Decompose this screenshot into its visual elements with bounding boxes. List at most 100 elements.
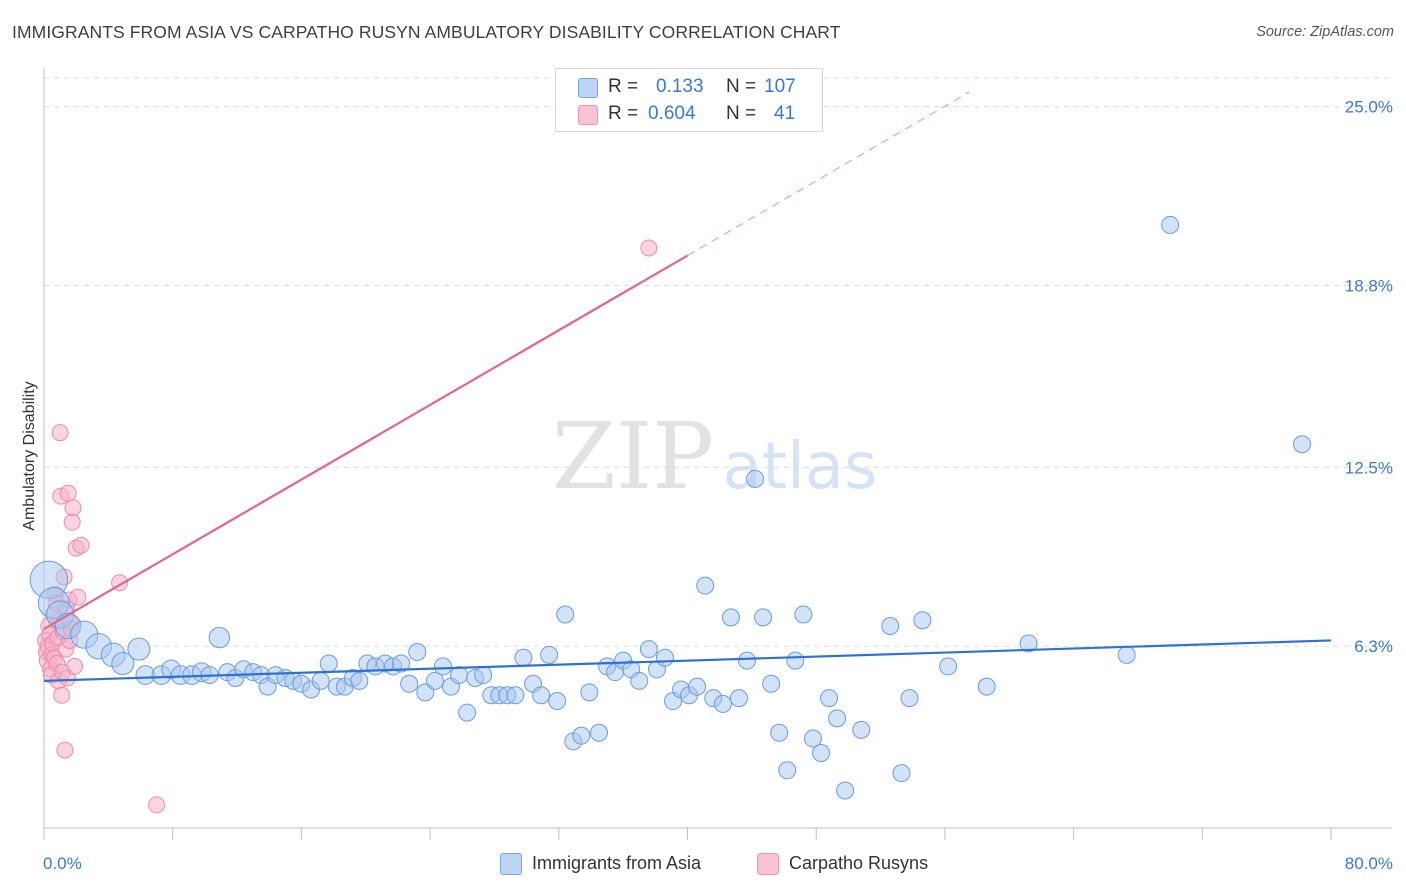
- rusyn-point: [64, 499, 82, 517]
- asia-point: [1293, 435, 1312, 454]
- legend-rusyn-r-value: 0.604: [648, 103, 696, 124]
- asia-point: [548, 692, 567, 711]
- rusyn-point: [56, 741, 74, 759]
- asia-point: [881, 617, 900, 636]
- source-credit: Source: ZipAtlas.com: [1256, 24, 1394, 40]
- rusyn-point: [53, 686, 71, 704]
- rusyn-point: [640, 239, 658, 257]
- asia-point: [532, 686, 551, 705]
- chart-title: IMMIGRANTS FROM ASIA VS CARPATHO RUSYN A…: [12, 22, 841, 42]
- asia-point: [433, 657, 452, 676]
- asia-point: [900, 689, 919, 708]
- asia-point: [762, 674, 781, 693]
- asia-point: [786, 651, 805, 670]
- asia-point: [1019, 634, 1038, 653]
- asia-point: [1161, 215, 1180, 234]
- watermark-zip: ZIP: [552, 403, 714, 510]
- asia-point: [556, 605, 575, 624]
- rusyn-point: [59, 484, 77, 502]
- asia-point: [721, 608, 740, 627]
- legend-asia-n-label: N =: [726, 76, 757, 97]
- tick-labels: 6.3% 12.5% 18.8% 25.0% 0.0% 80.0%: [43, 98, 1393, 873]
- asia-point: [803, 729, 822, 748]
- asia-point: [514, 648, 533, 667]
- x-tick-label-max: 80.0%: [1345, 854, 1393, 873]
- asia-point: [425, 671, 444, 690]
- bottom-asia-swatch: [500, 853, 522, 875]
- legend-rusyn-r-label: R =: [608, 103, 639, 124]
- y-tick-label: 12.5%: [1345, 458, 1393, 477]
- asia-point: [311, 671, 330, 690]
- grid-lines: [44, 77, 1392, 647]
- rusyn-trend-extension: [687, 91, 970, 257]
- rusyn-point: [51, 424, 69, 442]
- asia-point: [778, 761, 797, 780]
- asia-point: [696, 576, 715, 595]
- rusyn-point: [72, 536, 90, 554]
- asia-point: [639, 640, 658, 659]
- rusyn-point: [63, 513, 81, 531]
- asia-swatch: [578, 78, 598, 98]
- asia-point: [977, 677, 996, 696]
- asia-point: [458, 703, 477, 722]
- y-tick-label: 6.3%: [1354, 637, 1393, 656]
- asia-point: [794, 605, 813, 624]
- bottom-rusyn-label: Carpatho Rusyns: [789, 853, 929, 873]
- asia-point: [746, 469, 765, 488]
- asia-point: [852, 720, 871, 739]
- asia-point: [729, 689, 748, 708]
- asia-point: [738, 651, 757, 670]
- rusyn-point: [148, 796, 166, 814]
- rusyn-swatch: [578, 105, 598, 125]
- asia-point: [590, 723, 609, 742]
- asia-point: [111, 651, 135, 676]
- asia-point: [350, 671, 369, 690]
- asia-point: [770, 723, 789, 742]
- asia-point: [812, 743, 831, 762]
- asia-point: [319, 654, 338, 673]
- rusyn-point: [69, 588, 87, 606]
- legend-rusyn-n-value: 41: [774, 103, 796, 124]
- asia-point: [630, 671, 649, 690]
- asia-points: [29, 215, 1312, 800]
- asia-point: [400, 674, 419, 693]
- axes: [43, 68, 1392, 840]
- stats-legend: R = 0.133 N = 107 R = 0.604 N = 41: [555, 68, 823, 132]
- asia-point: [688, 677, 707, 696]
- rusyn-trend-line: [43, 254, 689, 630]
- asia-trend-line: [43, 639, 1332, 682]
- trend-lines: [43, 91, 1332, 682]
- rusyn-point: [66, 657, 84, 675]
- asia-point: [416, 683, 435, 702]
- asia-point: [828, 709, 847, 728]
- asia-point: [892, 764, 911, 783]
- asia-point: [127, 637, 151, 661]
- bottom-asia-label: Immigrants from Asia: [532, 853, 702, 873]
- asia-point: [408, 642, 427, 661]
- legend-asia-r-label: R =: [608, 76, 639, 97]
- asia-point: [572, 726, 591, 745]
- asia-point: [540, 645, 559, 664]
- legend-rusyn-n-label: N =: [726, 103, 757, 124]
- asia-point: [655, 648, 674, 667]
- asia-point: [754, 608, 773, 627]
- y-tick-label: 18.8%: [1345, 277, 1393, 296]
- legend-asia-r-value: 0.133: [656, 76, 704, 97]
- asia-point: [208, 626, 231, 649]
- watermark: ZIP atlas: [552, 403, 877, 510]
- asia-point: [392, 654, 411, 673]
- asia-point: [713, 694, 732, 713]
- asia-point: [580, 683, 599, 702]
- asia-point: [913, 611, 932, 630]
- asia-point: [450, 666, 469, 685]
- asia-point: [506, 686, 525, 705]
- asia-point: [836, 781, 855, 800]
- asia-point: [939, 657, 958, 676]
- asia-point: [820, 689, 839, 708]
- x-tick-label-min: 0.0%: [43, 854, 82, 873]
- asia-point: [1117, 645, 1136, 664]
- y-tick-label: 25.0%: [1345, 98, 1393, 117]
- bottom-rusyn-swatch: [757, 853, 779, 875]
- legend-asia-n-value: 107: [764, 76, 796, 97]
